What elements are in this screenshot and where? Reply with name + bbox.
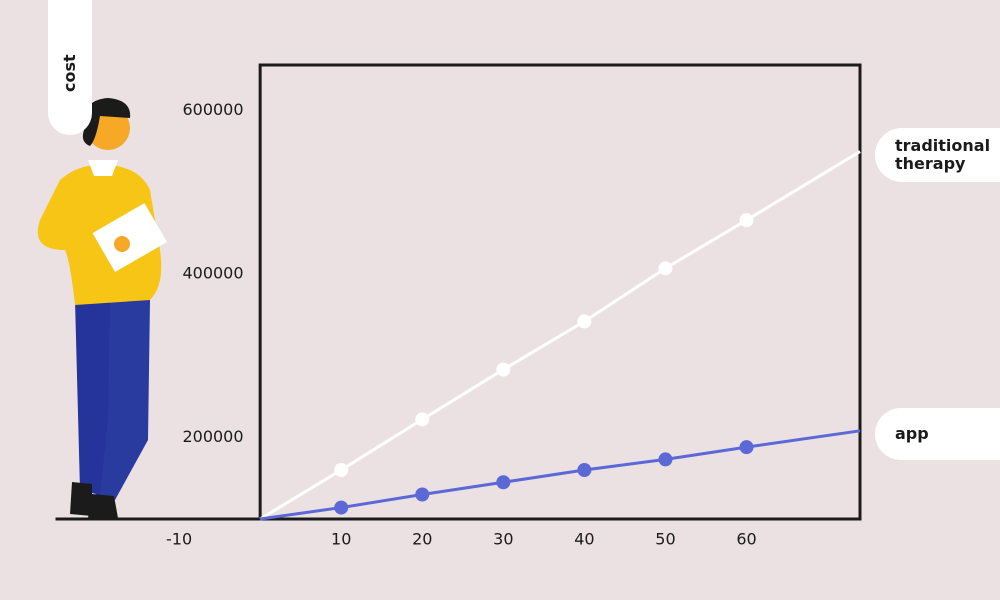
plot-frame xyxy=(258,63,862,521)
data-point xyxy=(658,261,673,276)
x-tick-label: 60 xyxy=(736,530,756,549)
data-point xyxy=(334,463,349,478)
y-label-tab: cost xyxy=(48,0,92,135)
legend-label: app xyxy=(895,424,929,443)
y-tick-label: 200000 xyxy=(182,427,243,446)
data-point xyxy=(496,362,511,377)
data-point xyxy=(415,487,430,502)
series-line xyxy=(259,150,861,521)
x-tick-label: 30 xyxy=(493,530,513,549)
x-tick-label: 40 xyxy=(574,530,594,549)
data-point xyxy=(496,475,511,490)
data-point xyxy=(577,463,592,478)
y-tick-label: 400000 xyxy=(182,264,243,283)
data-point xyxy=(658,452,673,467)
data-point xyxy=(415,412,430,427)
legend-label: traditional therapy xyxy=(895,136,991,173)
x-tick-label: -10 xyxy=(166,530,192,549)
y-tick-label: 600000 xyxy=(182,100,243,119)
series-line xyxy=(259,429,861,521)
data-point xyxy=(739,213,754,228)
legend-pill: traditional therapy xyxy=(875,128,1000,182)
x-tick-label: 50 xyxy=(655,530,675,549)
x-tick-label: 10 xyxy=(331,530,351,549)
y-label: cost xyxy=(60,54,79,92)
x-tick-label: 20 xyxy=(412,530,432,549)
data-point xyxy=(739,440,754,455)
illustration xyxy=(37,98,167,518)
data-point xyxy=(334,500,349,515)
legend-pill: app xyxy=(875,408,1000,460)
data-point xyxy=(577,314,592,329)
